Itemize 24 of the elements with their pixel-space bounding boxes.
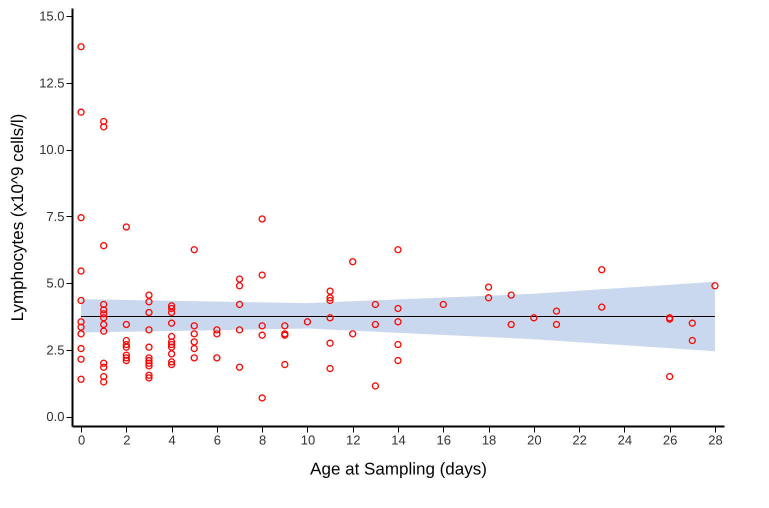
x-tick-label: 8 bbox=[259, 432, 266, 448]
y-tick-label: 2.5 bbox=[46, 342, 64, 358]
x-tick-label: 14 bbox=[391, 432, 406, 448]
x-tick-label: 2 bbox=[123, 432, 130, 448]
y-axis-title: Lymphocytes (x10^9 cells/l) bbox=[8, 114, 28, 322]
y-tick-label: 7.5 bbox=[46, 208, 64, 224]
y-tick-label: 15.0 bbox=[39, 8, 64, 24]
x-tick-label: 4 bbox=[168, 432, 176, 448]
x-tick-label: 18 bbox=[482, 432, 496, 448]
x-tick-label: 22 bbox=[572, 432, 587, 448]
y-tick-label: 12.5 bbox=[39, 75, 64, 90]
y-tick-label: 10.0 bbox=[39, 142, 64, 158]
x-tick-label: 10 bbox=[300, 432, 316, 448]
x-tick-label: 12 bbox=[346, 432, 360, 448]
x-tick-label: 28 bbox=[708, 432, 723, 448]
x-tick-label: 26 bbox=[662, 432, 678, 448]
x-tick-label: 6 bbox=[214, 432, 222, 448]
y-tick-label: 5.0 bbox=[46, 276, 64, 291]
x-axis-title: Age at Sampling (days) bbox=[310, 460, 487, 478]
x-tick-label: 20 bbox=[527, 432, 542, 448]
x-tick-label: 24 bbox=[618, 432, 632, 448]
x-tick-label: 0 bbox=[78, 432, 86, 448]
x-tick-label: 16 bbox=[436, 432, 452, 448]
y-tick-label: 0.0 bbox=[46, 409, 64, 424]
